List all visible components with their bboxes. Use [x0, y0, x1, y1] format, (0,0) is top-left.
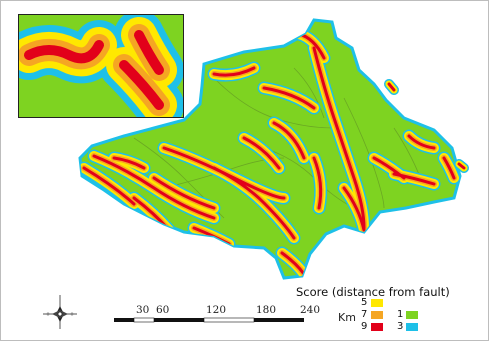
legend-label-3: 3 [397, 321, 404, 332]
legend-label-9: 9 [361, 321, 368, 332]
legend-swatch-3 [406, 323, 418, 331]
compass-rose-icon [43, 295, 77, 329]
scale-tick-180: 180 [256, 304, 276, 316]
legend-swatch-1 [406, 311, 418, 319]
legend-label-5: 5 [361, 297, 368, 308]
legend-swatch-5 [371, 299, 383, 307]
legend-swatch-9 [371, 323, 383, 331]
fault-islands [384, 79, 469, 173]
scale-tick-30: 30 [136, 304, 149, 316]
legend-swatch-7 [371, 311, 383, 319]
scale-bar: 30 60 120 180 240 [114, 304, 320, 323]
legend-label-7: 7 [361, 309, 368, 320]
fault-distance-map [78, 18, 469, 280]
zoom-inset [18, 14, 184, 118]
scale-unit-label: Km [338, 311, 356, 324]
legend-title: Score (distance from fault) [296, 285, 450, 299]
scale-tick-120: 120 [206, 304, 226, 316]
legend-label-1: 1 [397, 309, 404, 320]
scale-tick-60: 60 [156, 304, 169, 316]
scale-tick-240: 240 [300, 304, 320, 316]
